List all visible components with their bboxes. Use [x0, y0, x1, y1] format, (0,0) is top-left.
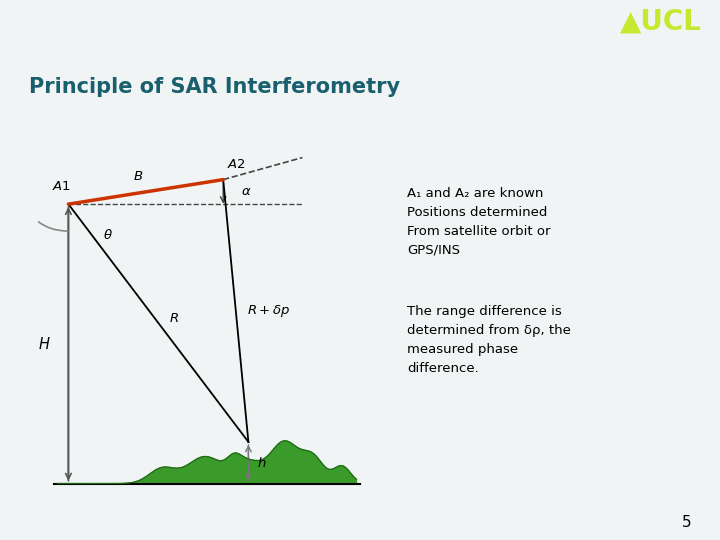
Text: $\theta$: $\theta$ — [103, 227, 113, 241]
Text: 5: 5 — [682, 515, 691, 530]
Text: $H$: $H$ — [37, 336, 50, 352]
Text: $A2$: $A2$ — [227, 158, 246, 171]
Text: $h$: $h$ — [257, 456, 266, 470]
Text: Principle of SAR Interferometry: Principle of SAR Interferometry — [29, 77, 400, 97]
Text: $R$: $R$ — [169, 312, 179, 325]
Text: The range difference is
determined from δρ, the
measured phase
difference.: The range difference is determined from … — [407, 305, 571, 375]
Text: A₁ and A₂ are known
Positions determined
From satellite orbit or
GPS/INS: A₁ and A₂ are known Positions determined… — [407, 187, 550, 257]
Text: $A1$: $A1$ — [52, 180, 71, 193]
Text: $B$: $B$ — [133, 170, 144, 183]
Polygon shape — [58, 441, 356, 484]
Text: $\alpha$: $\alpha$ — [241, 185, 252, 198]
Text: ▲UCL: ▲UCL — [620, 8, 702, 36]
Text: $R + \delta p$: $R + \delta p$ — [246, 303, 290, 319]
